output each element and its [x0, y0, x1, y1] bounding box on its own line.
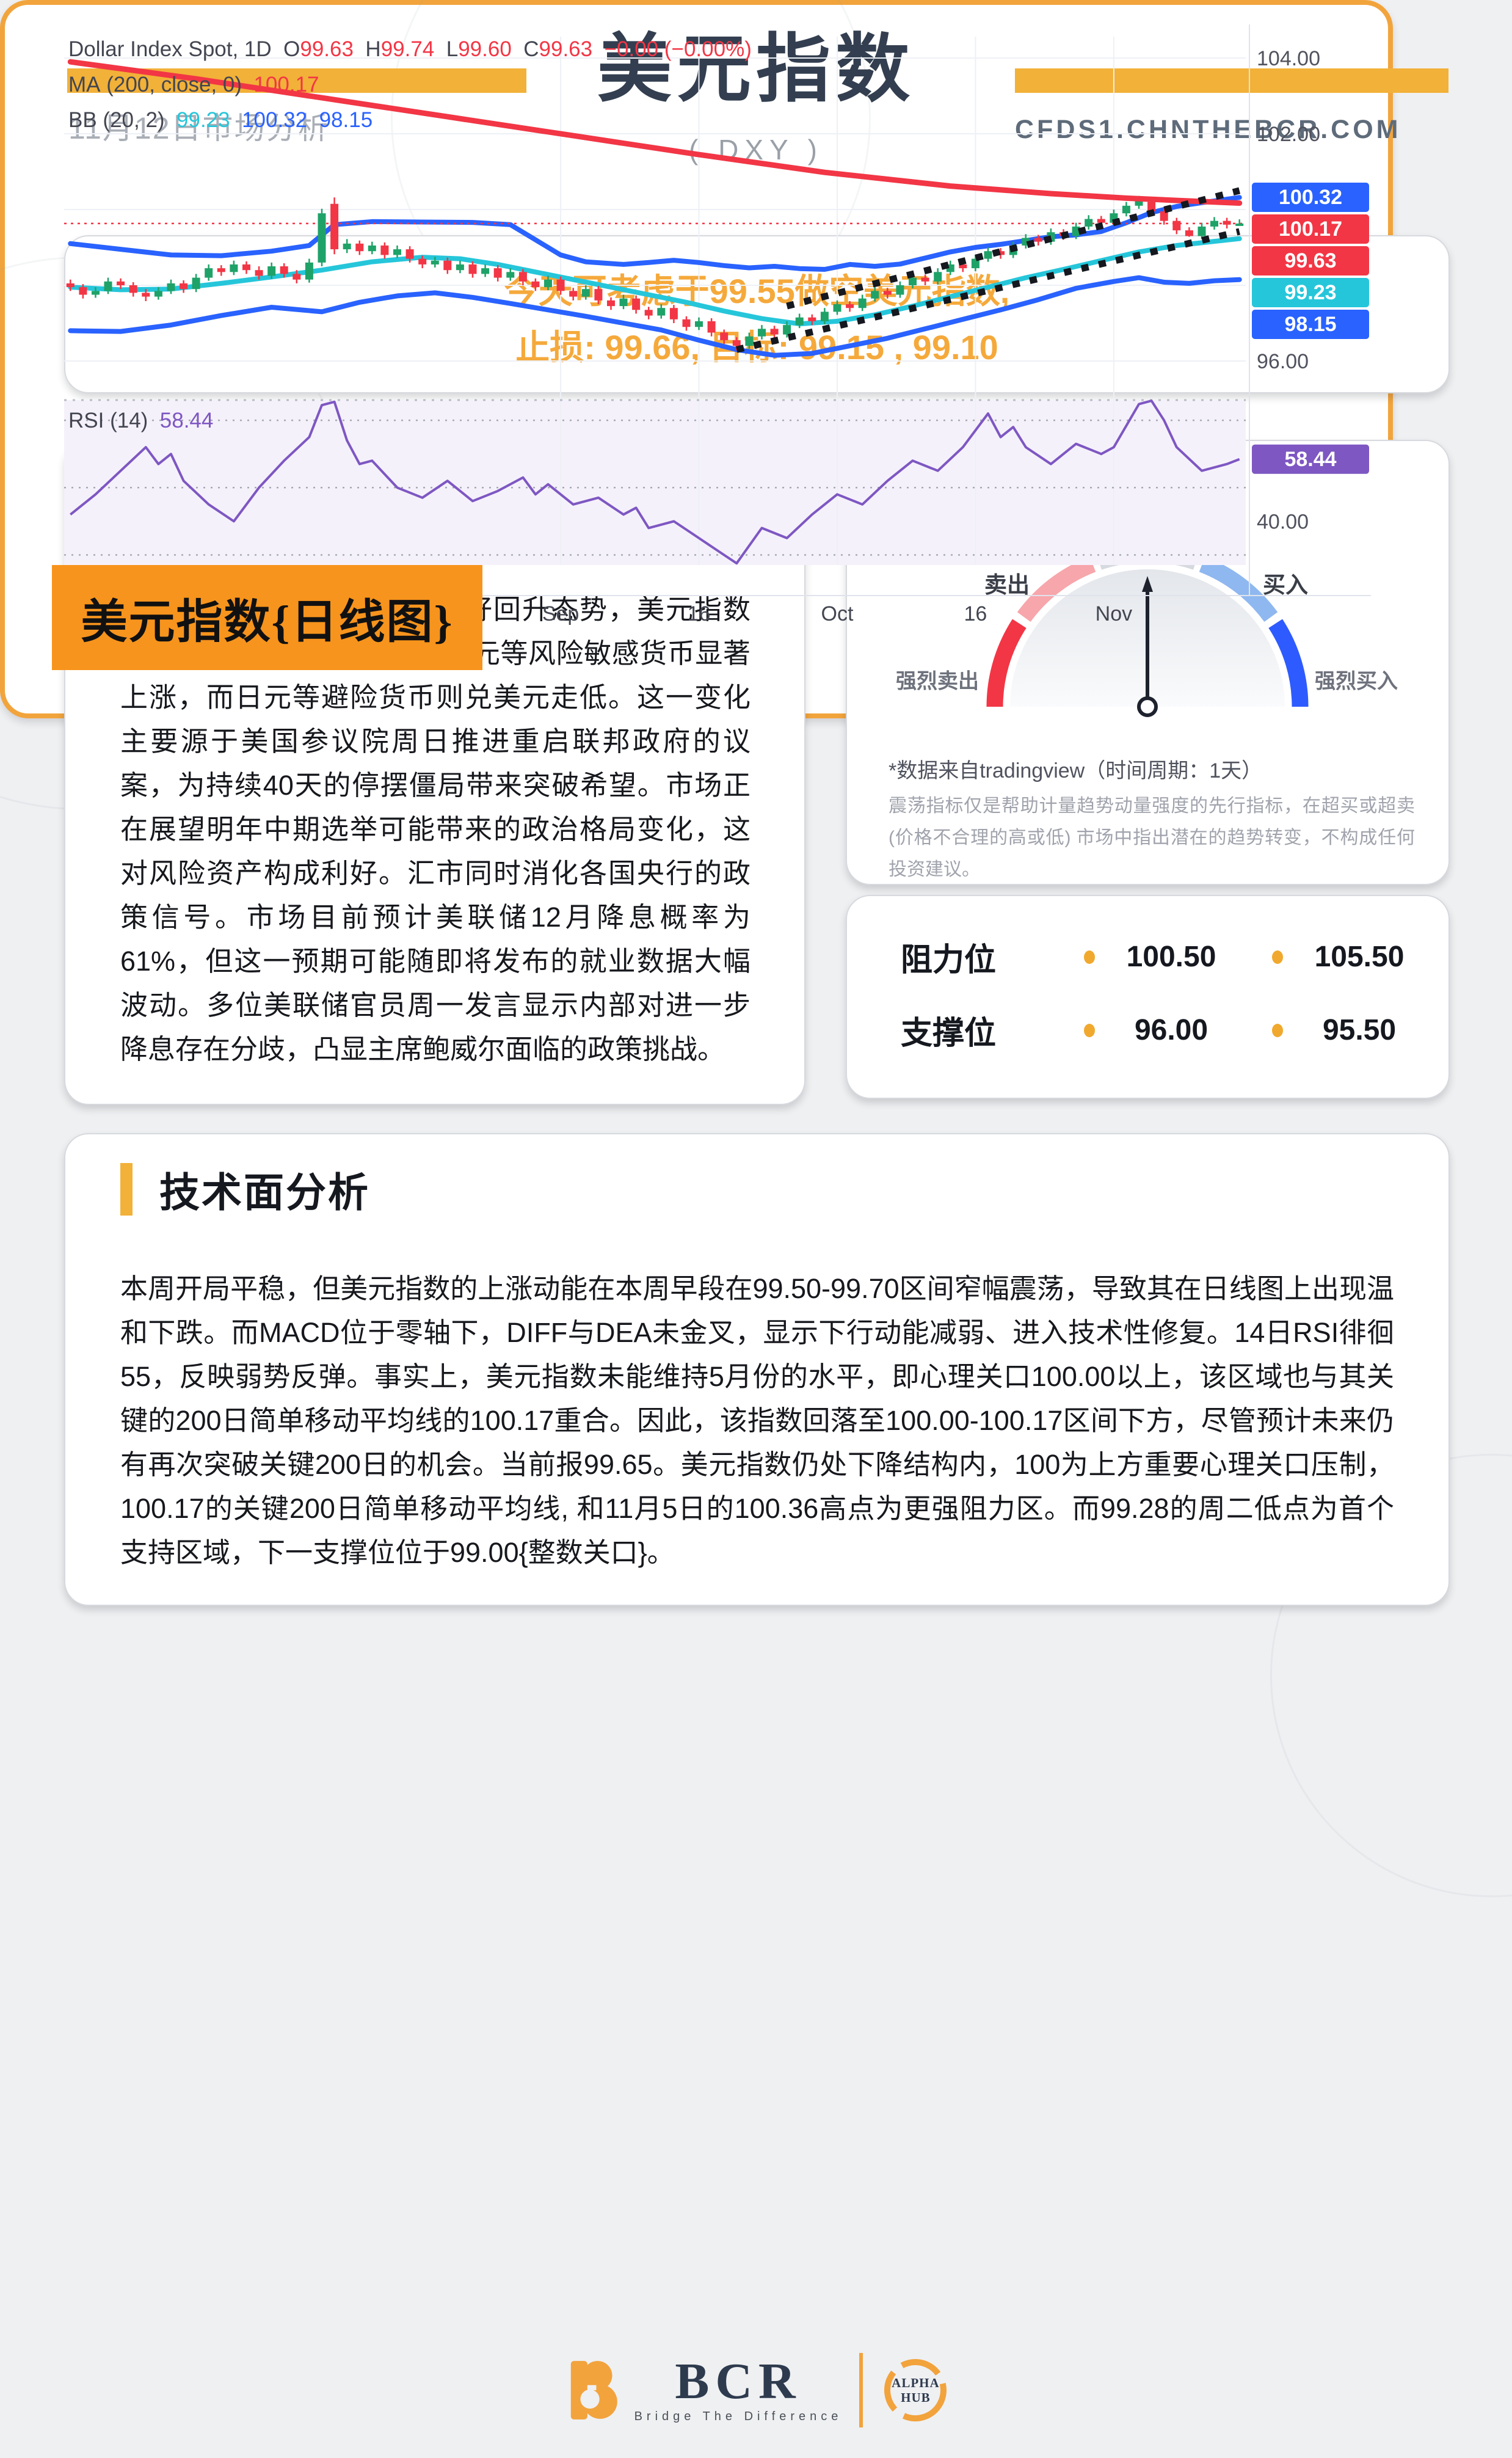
svg-text:Sep: Sep	[542, 602, 580, 625]
svg-text:96.00: 96.00	[1257, 350, 1309, 373]
technical-analysis-card: 技术面分析 本周开局平稳，但美元指数的上涨动能在本周早段在99.50-99.70…	[64, 1133, 1450, 1606]
bcr-logo-icon	[570, 2361, 617, 2420]
svg-text:BB (20, 2) 99.23 100.32 98.: BB (20, 2) 99.23 100.32 98.15	[68, 108, 373, 132]
svg-text:99.63: 99.63	[1284, 249, 1336, 272]
technical-section-title: 技术面分析	[159, 1170, 370, 1215]
support-value-1: 96.00	[1134, 1014, 1209, 1046]
svg-text:Dollar Index Spot, 1D O99.63: Dollar Index Spot, 1D O99.63 H99.74 L99.…	[68, 37, 752, 61]
chart-caption-badge: 美元指数{日线图}	[52, 565, 482, 670]
alpha-hub-badge: ALPHA HUB	[880, 2355, 951, 2426]
svg-text:99.23: 99.23	[1284, 281, 1336, 304]
header-right-accent-bar	[1015, 68, 1448, 93]
laurel-circle-icon	[884, 2359, 947, 2421]
gauge-label-buy: 买入	[1263, 572, 1308, 597]
trade-advice-card: 今天可考虑于99.55做空美元指数, 止损: 99.66, 目标: 99.15 …	[64, 235, 1450, 393]
svg-text:100.17: 100.17	[1279, 217, 1342, 241]
svg-text:58.44: 58.44	[1284, 448, 1336, 471]
brand-tagline: Bridge The Difference	[634, 2409, 843, 2423]
resistance-value-2: 105.50	[1314, 941, 1405, 973]
svg-text:MA (200, close, 0) 100.17: MA (200, close, 0) 100.17	[68, 73, 319, 97]
gauge-source-note: *数据来自tradingview（时间周期：1天）	[889, 759, 1263, 782]
technical-body-text: 本周开局平稳，但美元指数的上涨动能在本周早段在99.50-99.70区间窄幅震荡…	[120, 1273, 1394, 1568]
page-title: 美元指数	[597, 27, 915, 111]
price-chart-card: Sep 16 Oct 16 Nov 104.00 102.00 96.00 Dollar Ind…	[0, 0, 1393, 718]
svg-text:Oct: Oct	[821, 602, 854, 625]
bullet-icon	[1084, 950, 1095, 964]
levels-card: 阻力位 100.50 105.50 支撑位 96.00 95.50	[846, 895, 1450, 1099]
sentiment-gauge	[986, 545, 1309, 717]
svg-text:100.32: 100.32	[1279, 186, 1342, 209]
footer-divider	[859, 2353, 863, 2427]
svg-text:98.15: 98.15	[1284, 313, 1336, 336]
bullet-icon	[1084, 1023, 1095, 1037]
bullet-icon	[1272, 1023, 1283, 1037]
svg-text:40.00: 40.00	[1257, 510, 1309, 533]
svg-text:102.00: 102.00	[1257, 123, 1320, 146]
footer-brand-row: BCR Bridge The Difference ALPHA HUB	[0, 2353, 1512, 2427]
brand-name: BCR	[675, 2352, 802, 2410]
svg-text:16: 16	[964, 602, 987, 625]
svg-text:16: 16	[688, 602, 711, 625]
section-accent-tick	[120, 1163, 133, 1216]
support-value-2: 95.50	[1322, 1014, 1397, 1046]
gauge-label-strong-buy: 强烈买入	[1315, 669, 1398, 693]
badge-line-2: HUB	[901, 2390, 931, 2405]
gauge-label-strong-sell: 强烈卖出	[896, 669, 979, 693]
report-date-label: 11月12日市场分析	[68, 111, 330, 145]
bullet-icon	[1272, 950, 1283, 964]
candlestick-chart: Sep 16 Oct 16 Nov 104.00 102.00 96.00 Dollar Ind…	[64, 24, 1371, 625]
gauge-disclaimer: 震荡指标仅是帮助计量趋势动量强度的先行指标，在超买或超卖(价格不合理的高或低) …	[889, 796, 1415, 880]
resistance-value-1: 100.50	[1126, 941, 1216, 973]
site-url[interactable]: CFDS1.CHNTHEBCR.COM	[1015, 115, 1401, 144]
gauge-label-sell: 卖出	[984, 572, 1030, 597]
support-label: 支撑位	[901, 1016, 997, 1051]
svg-text:Nov: Nov	[1096, 602, 1132, 625]
resistance-label: 阻力位	[901, 943, 997, 978]
svg-text:104.00: 104.00	[1257, 47, 1320, 70]
badge-line-1: ALPHA	[892, 2376, 940, 2390]
svg-text:RSI (14) 58.44: RSI (14) 58.44	[68, 409, 213, 432]
